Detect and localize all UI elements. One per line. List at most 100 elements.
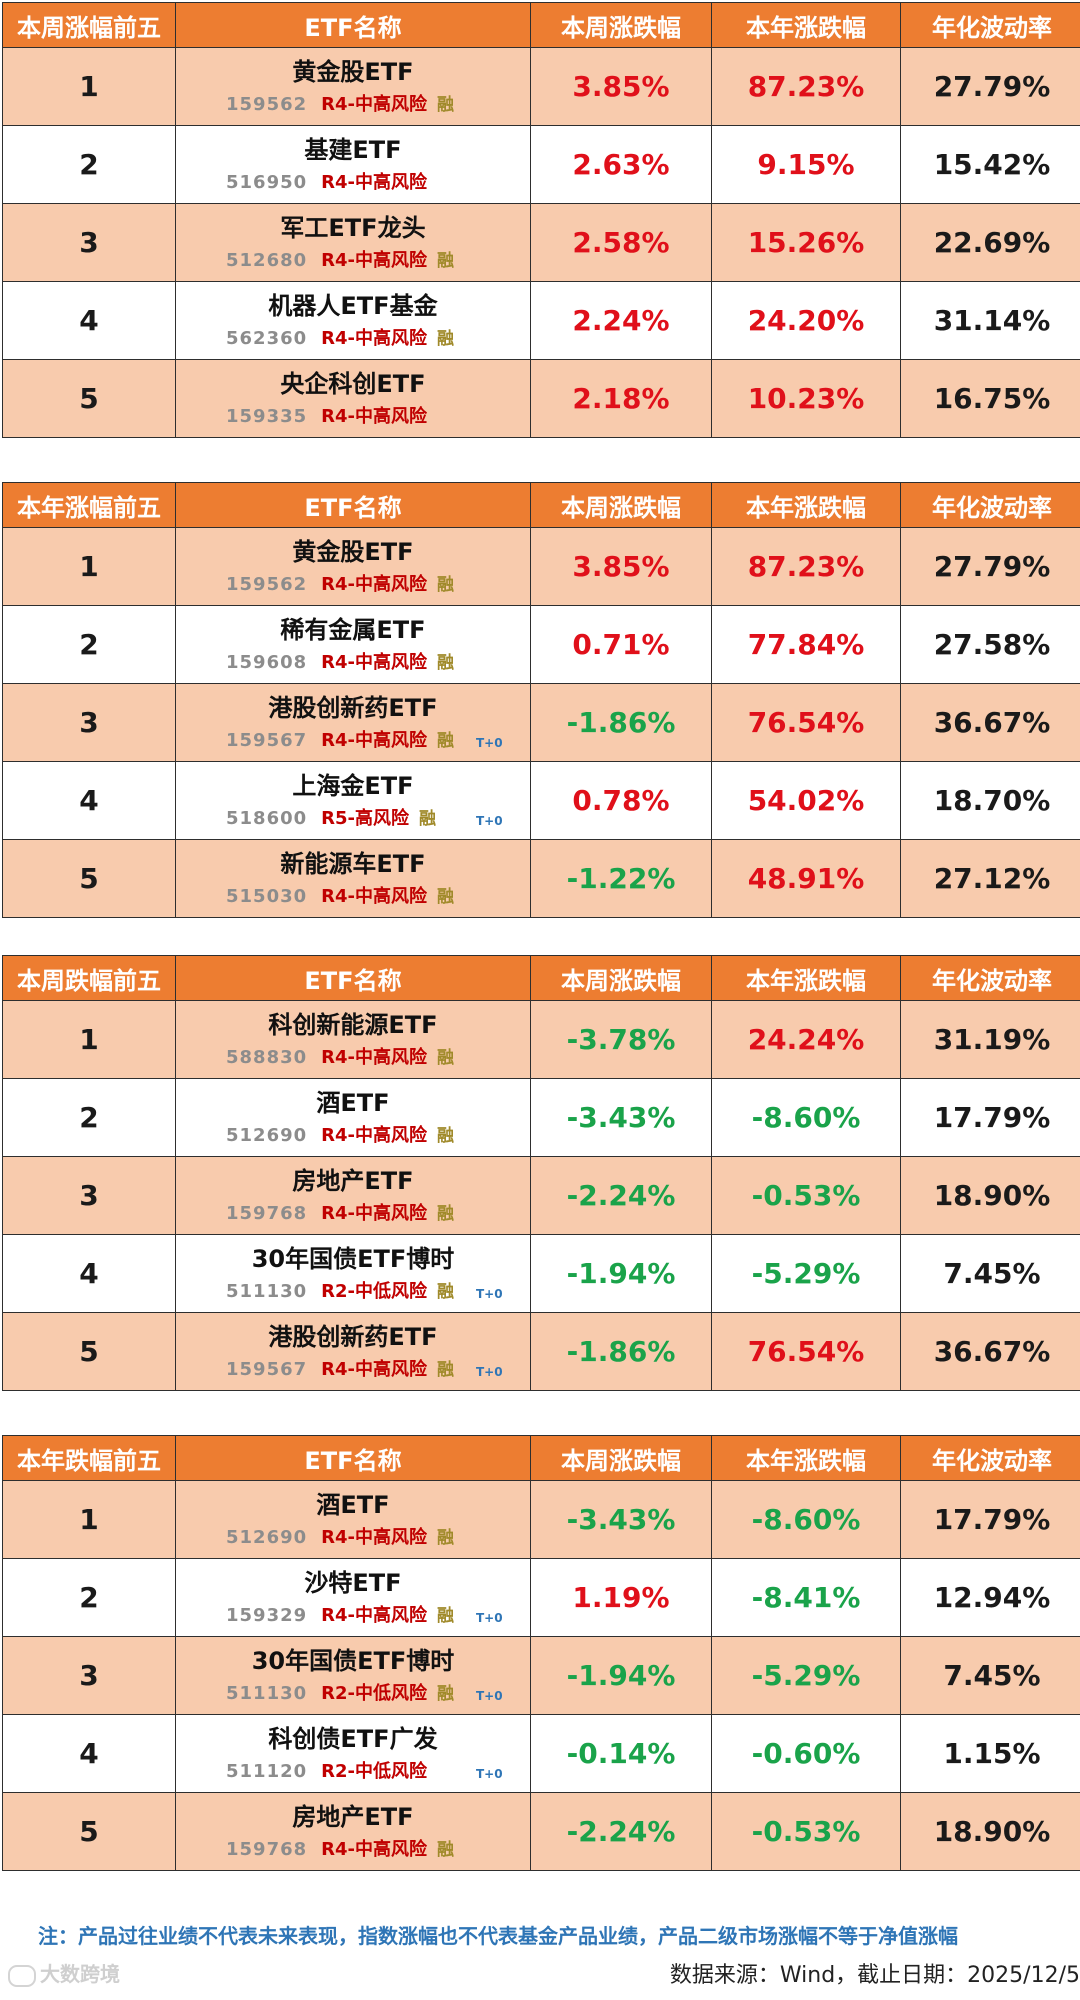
header-weekly-change: 本周涨跌幅 <box>530 1435 712 1481</box>
t0-badge: T+0 <box>476 1689 503 1703</box>
etf-name: 稀有金属ETF <box>280 616 426 644</box>
etf-name: 港股创新药ETF <box>268 694 438 722</box>
header-etf-name: ETF名称 <box>175 955 531 1001</box>
header-weekly-change: 本周涨跌幅 <box>530 955 712 1001</box>
margin-badge: 融 <box>437 653 455 673</box>
etf-name-cell: 稀有金属ETF 159608 R4-中高风险融 <box>175 605 531 684</box>
volatility-cell: 27.79% <box>900 47 1080 126</box>
rank-cell: 1 <box>2 527 176 606</box>
etf-code: 159562 <box>226 94 308 115</box>
ytd-change-cell: 87.23% <box>711 47 901 126</box>
etf-meta: 159567 R4-中高风险融 <box>226 726 454 752</box>
ytd-change-cell: 87.23% <box>711 527 901 606</box>
t0-badge: T+0 <box>476 1365 503 1379</box>
volatility-cell: 31.14% <box>900 281 1080 360</box>
weekly-change-cell: 3.85% <box>530 527 712 606</box>
header-ytd-change: 本年涨跌幅 <box>711 1435 901 1481</box>
risk-level: R2-中低风险 <box>321 1683 428 1704</box>
etf-name-cell: 房地产ETF 159768 R4-中高风险融 <box>175 1156 531 1235</box>
etf-meta: 159768 R4-中高风险融 <box>226 1835 454 1861</box>
margin-badge: 融 <box>437 251 455 271</box>
weekly-change-cell: -3.78% <box>530 1000 712 1079</box>
header-ytd-change: 本年涨跌幅 <box>711 2 901 48</box>
etf-name: 央企科创ETF <box>280 370 426 398</box>
disclaimer-note: 注：产品过往业绩不代表未来表现，指数涨幅也不代表基金产品业绩，产品二级市场涨幅不… <box>38 1924 958 1948</box>
margin-badge: 融 <box>437 575 455 595</box>
margin-badge: 融 <box>437 1684 455 1704</box>
t0-badge: T+0 <box>476 1611 503 1625</box>
risk-level: R4-中高风险 <box>321 1203 428 1224</box>
etf-name: 沙特ETF <box>304 1569 402 1597</box>
ytd-change-cell: 24.20% <box>711 281 901 360</box>
ranking-table: 本年涨幅前五 ETF名称 本周涨跌幅 本年涨跌幅 年化波动率 1 黄金股ETF 159562 R… <box>2 482 1080 918</box>
margin-badge: 融 <box>437 1840 455 1860</box>
header-etf-name: ETF名称 <box>175 2 531 48</box>
etf-name-cell: 军工ETF龙头 512680 R4-中高风险融 <box>175 203 531 282</box>
ytd-change-cell: 76.54% <box>711 683 901 762</box>
margin-badge: 融 <box>437 1126 455 1146</box>
etf-name-cell: 房地产ETF 159768 R4-中高风险融 <box>175 1792 531 1871</box>
margin-badge: 融 <box>437 887 455 907</box>
risk-level: R4-中高风险 <box>321 886 428 907</box>
table-row: 4 上海金ETF 518600 R5-高风险融 T+0 0.78% 54.02% 18.70% <box>2 761 1080 840</box>
etf-code: 511130 <box>226 1281 308 1302</box>
header-rank: 本年跌幅前五 <box>2 1435 176 1481</box>
risk-level: R4-中高风险 <box>321 1605 428 1626</box>
ytd-change-cell: 10.23% <box>711 359 901 438</box>
ytd-change-cell: 15.26% <box>711 203 901 282</box>
etf-name-cell: 30年国债ETF博时 511130 R2-中低风险融 T+0 <box>175 1234 531 1313</box>
weekly-change-cell: -2.24% <box>530 1156 712 1235</box>
etf-name: 机器人ETF基金 <box>268 292 438 320</box>
table-header-row: 本年涨幅前五 ETF名称 本周涨跌幅 本年涨跌幅 年化波动率 <box>2 482 1080 528</box>
ytd-change-cell: 77.84% <box>711 605 901 684</box>
etf-name-cell: 酒ETF 512690 R4-中高风险融 <box>175 1078 531 1157</box>
rank-cell: 2 <box>2 1558 176 1637</box>
margin-badge: 融 <box>437 1360 455 1380</box>
risk-level: R4-中高风险 <box>321 1359 428 1380</box>
etf-name-cell: 央企科创ETF 159335 R4-中高风险 <box>175 359 531 438</box>
margin-badge: 融 <box>437 95 455 115</box>
risk-level: R2-中低风险 <box>321 1761 428 1782</box>
table-row: 2 酒ETF 512690 R4-中高风险融 -3.43% -8.60% 17.79% <box>2 1078 1080 1157</box>
volatility-cell: 17.79% <box>900 1480 1080 1559</box>
etf-name-cell: 黄金股ETF 159562 R4-中高风险融 <box>175 47 531 126</box>
volatility-cell: 27.12% <box>900 839 1080 918</box>
volatility-cell: 16.75% <box>900 359 1080 438</box>
header-ytd-change: 本年涨跌幅 <box>711 482 901 528</box>
rank-cell: 2 <box>2 125 176 204</box>
table-row: 3 港股创新药ETF 159567 R4-中高风险融 T+0 -1.86% 76.54% 36… <box>2 683 1080 762</box>
table-row: 3 房地产ETF 159768 R4-中高风险融 -2.24% -0.53% 18.90% <box>2 1156 1080 1235</box>
table-row: 3 30年国债ETF博时 511130 R2-中低风险融 T+0 -1.94% -5.29%… <box>2 1636 1080 1715</box>
rank-cell: 3 <box>2 203 176 282</box>
rank-cell: 5 <box>2 1312 176 1391</box>
etf-meta: 159562 R4-中高风险融 <box>226 570 454 596</box>
weekly-change-cell: -2.24% <box>530 1792 712 1871</box>
table-row: 1 黄金股ETF 159562 R4-中高风险融 3.85% 87.23% 27.79% <box>2 527 1080 606</box>
margin-badge: 融 <box>437 1204 455 1224</box>
rank-cell: 4 <box>2 1234 176 1313</box>
etf-name: 港股创新药ETF <box>268 1323 438 1351</box>
volatility-cell: 36.67% <box>900 1312 1080 1391</box>
rank-cell: 1 <box>2 47 176 126</box>
etf-name-cell: 机器人ETF基金 562360 R4-中高风险融 <box>175 281 531 360</box>
volatility-cell: 1.15% <box>900 1714 1080 1793</box>
etf-meta: 511130 R2-中低风险融 <box>226 1679 454 1705</box>
table-row: 3 军工ETF龙头 512680 R4-中高风险融 2.58% 15.26% 22.69% <box>2 203 1080 282</box>
etf-code: 512690 <box>226 1527 308 1548</box>
table-row: 2 稀有金属ETF 159608 R4-中高风险融 0.71% 77.84% 27.58% <box>2 605 1080 684</box>
etf-name: 科创新能源ETF <box>268 1011 438 1039</box>
etf-name: 房地产ETF <box>292 1167 414 1195</box>
header-volatility: 年化波动率 <box>900 482 1080 528</box>
etf-code: 159567 <box>226 1359 308 1380</box>
etf-name-cell: 酒ETF 512690 R4-中高风险融 <box>175 1480 531 1559</box>
etf-name: 30年国债ETF博时 <box>251 1245 455 1273</box>
rank-cell: 3 <box>2 1156 176 1235</box>
etf-meta: 159567 R4-中高风险融 <box>226 1355 454 1381</box>
etf-meta: 511120 R2-中低风险 <box>226 1757 427 1783</box>
risk-level: R4-中高风险 <box>321 1839 428 1860</box>
etf-code: 159768 <box>226 1839 308 1860</box>
table-header-row: 本年跌幅前五 ETF名称 本周涨跌幅 本年涨跌幅 年化波动率 <box>2 1435 1080 1481</box>
weekly-change-cell: 3.85% <box>530 47 712 126</box>
etf-meta: 588830 R4-中高风险融 <box>226 1043 454 1069</box>
header-volatility: 年化波动率 <box>900 1435 1080 1481</box>
